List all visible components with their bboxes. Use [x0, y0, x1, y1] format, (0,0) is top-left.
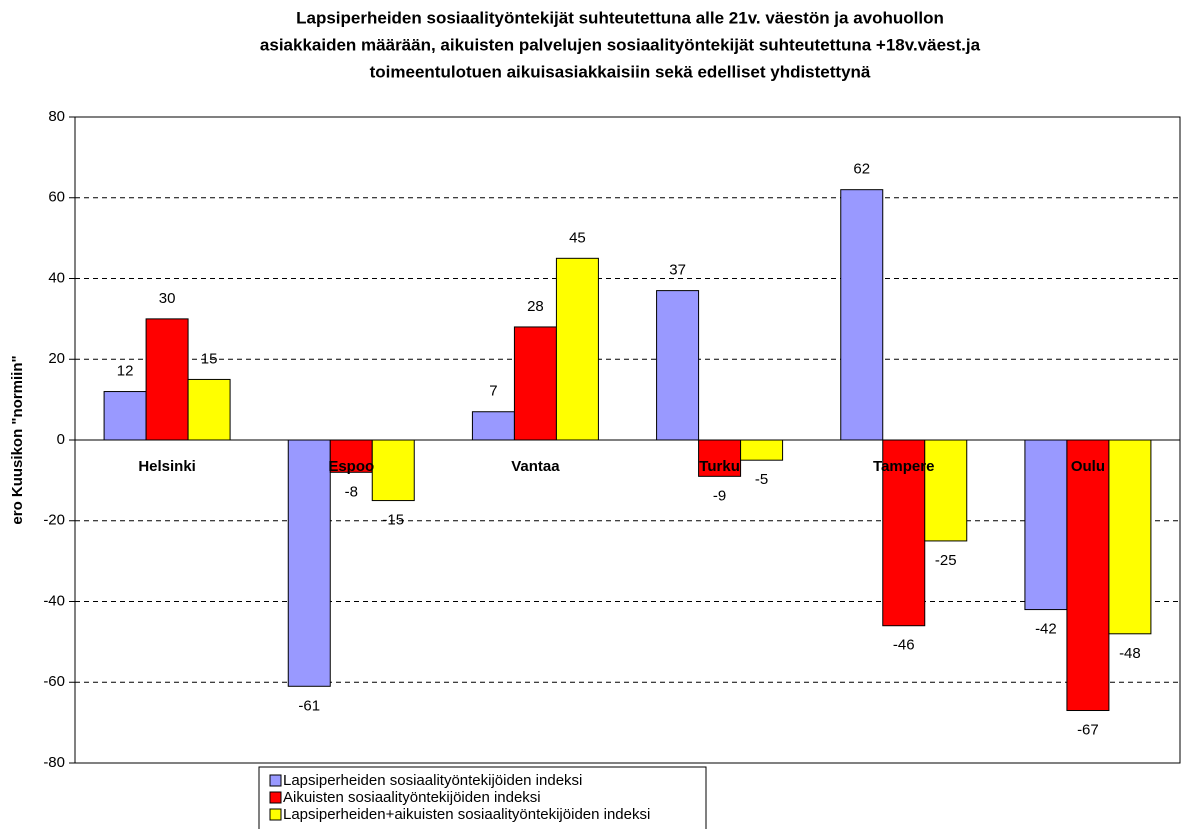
data-label: 15 — [201, 350, 218, 367]
bar — [471, 411, 515, 441]
data-label: -9 — [713, 487, 726, 504]
data-label: -67 — [1077, 721, 1099, 738]
data-label: -42 — [1035, 621, 1057, 638]
data-label: 12 — [117, 363, 134, 380]
bar — [740, 439, 784, 461]
bar — [145, 318, 189, 441]
x-tick-label: Helsinki — [138, 458, 196, 475]
x-tick-label: Turku — [699, 458, 740, 475]
y-tick-label: -60 — [43, 673, 65, 690]
data-label: 30 — [159, 290, 176, 307]
bar — [1066, 439, 1110, 712]
x-tick-label: Oulu — [1071, 458, 1105, 475]
x-tick-label: Vantaa — [511, 458, 560, 475]
bar — [1108, 439, 1152, 635]
bar — [1024, 439, 1068, 611]
legend-swatch — [269, 791, 282, 804]
bar — [924, 439, 968, 542]
data-label: 62 — [853, 161, 870, 178]
data-label: -15 — [382, 512, 404, 529]
bar — [103, 391, 147, 441]
bar — [840, 189, 884, 441]
data-label: -46 — [893, 637, 915, 654]
legend-label: Lapsiperheiden+aikuisten sosiaalityöntek… — [283, 806, 650, 823]
y-tick-label: -80 — [43, 754, 65, 771]
bar — [371, 439, 415, 502]
data-label: 45 — [569, 229, 586, 246]
legend-label: Aikuisten sosiaalityöntekijöiden indeksi — [283, 789, 541, 806]
y-tick-label: 0 — [57, 431, 65, 448]
data-label: 28 — [527, 298, 544, 315]
y-axis-label: ero Kuusikon "normiin" — [9, 355, 26, 524]
data-label: 37 — [669, 262, 686, 279]
chart-title: Lapsiperheiden sosiaalityöntekijät suhte… — [296, 8, 944, 27]
x-tick-label: Espoo — [328, 458, 374, 475]
y-tick-label: -20 — [43, 512, 65, 529]
y-tick-label: 80 — [48, 108, 65, 125]
chart-title: asiakkaiden määrään, aikuisten palveluje… — [260, 35, 981, 54]
y-tick-label: 40 — [48, 269, 65, 286]
chart-title: toimeentulotuen aikuisasiakkaisiin sekä … — [370, 62, 871, 81]
y-tick-label: 20 — [48, 350, 65, 367]
y-tick-label: -40 — [43, 592, 65, 609]
legend-swatch — [269, 808, 282, 821]
x-tick-label: Tampere — [873, 458, 934, 475]
bar — [187, 378, 231, 441]
data-label: -61 — [298, 697, 320, 714]
bar — [656, 290, 700, 441]
data-label: -25 — [935, 552, 957, 569]
data-label: -8 — [345, 483, 358, 500]
data-label: -5 — [755, 471, 768, 488]
y-tick-label: 60 — [48, 189, 65, 206]
legend-box — [258, 766, 707, 829]
data-label: -48 — [1119, 645, 1141, 662]
legend-swatch — [269, 774, 282, 787]
legend-label: Lapsiperheiden sosiaalityöntekijöiden in… — [283, 772, 582, 789]
bar — [287, 439, 331, 687]
bar — [513, 326, 557, 441]
data-label: 7 — [489, 383, 497, 400]
bar — [555, 257, 599, 441]
